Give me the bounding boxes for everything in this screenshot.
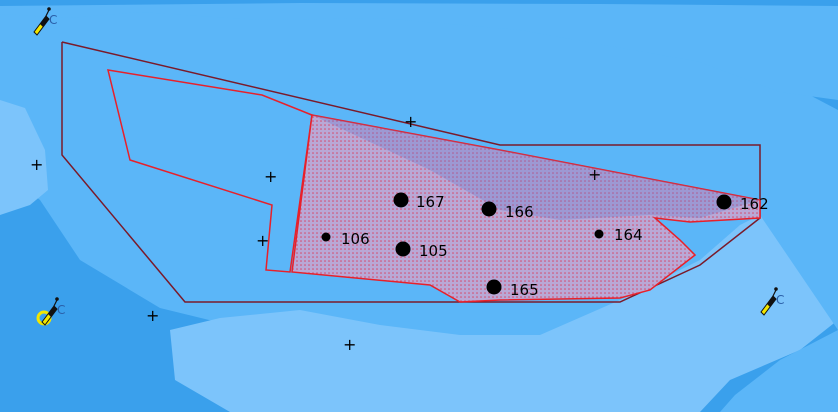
buoy-icon[interactable]: C xyxy=(33,7,57,36)
red-zone-left xyxy=(107,69,313,273)
sounding-mark: + xyxy=(256,231,269,250)
buoy-label: C xyxy=(57,303,65,317)
buoy-label: C xyxy=(49,13,57,27)
sounding-mark: + xyxy=(404,112,417,131)
point-label: 106 xyxy=(341,230,370,248)
channel-overlay xyxy=(312,115,760,220)
point-label: 105 xyxy=(419,242,448,260)
sounding-marks: + + + + + + + + xyxy=(30,112,601,354)
outer-boundary-line xyxy=(61,41,761,303)
deep-water-top-stripe xyxy=(0,0,838,6)
sounding-mark: + xyxy=(588,165,601,184)
point-label: 165 xyxy=(510,281,539,299)
buoy-icon-highlighted[interactable]: C xyxy=(36,297,65,326)
shallow-water-bottom xyxy=(170,215,838,412)
sounding-mark: + xyxy=(30,155,43,174)
point-label: 167 xyxy=(416,193,445,211)
point-162[interactable]: 162 xyxy=(716,194,769,214)
sounding-mark: + xyxy=(146,306,159,325)
buoy-label: C xyxy=(776,293,784,307)
hatched-zone[interactable] xyxy=(291,114,761,303)
point-166[interactable]: 166 xyxy=(481,201,534,222)
shallow-water-left xyxy=(0,100,48,215)
point-label: 164 xyxy=(614,226,643,244)
point-105[interactable]: 105 xyxy=(395,241,448,261)
sounding-mark: + xyxy=(264,167,277,186)
buoy-icon[interactable]: C xyxy=(760,287,784,316)
shallow-water-top xyxy=(0,0,838,100)
point-164[interactable]: 164 xyxy=(594,226,643,244)
point-label: 166 xyxy=(505,203,534,221)
sounding-mark: + xyxy=(343,335,356,354)
point-106[interactable]: 106 xyxy=(321,230,370,248)
point-165[interactable]: 165 xyxy=(486,279,539,300)
mid-water-bottom-right xyxy=(720,210,838,412)
point-label: 162 xyxy=(740,195,769,213)
point-167[interactable]: 167 xyxy=(393,192,445,212)
